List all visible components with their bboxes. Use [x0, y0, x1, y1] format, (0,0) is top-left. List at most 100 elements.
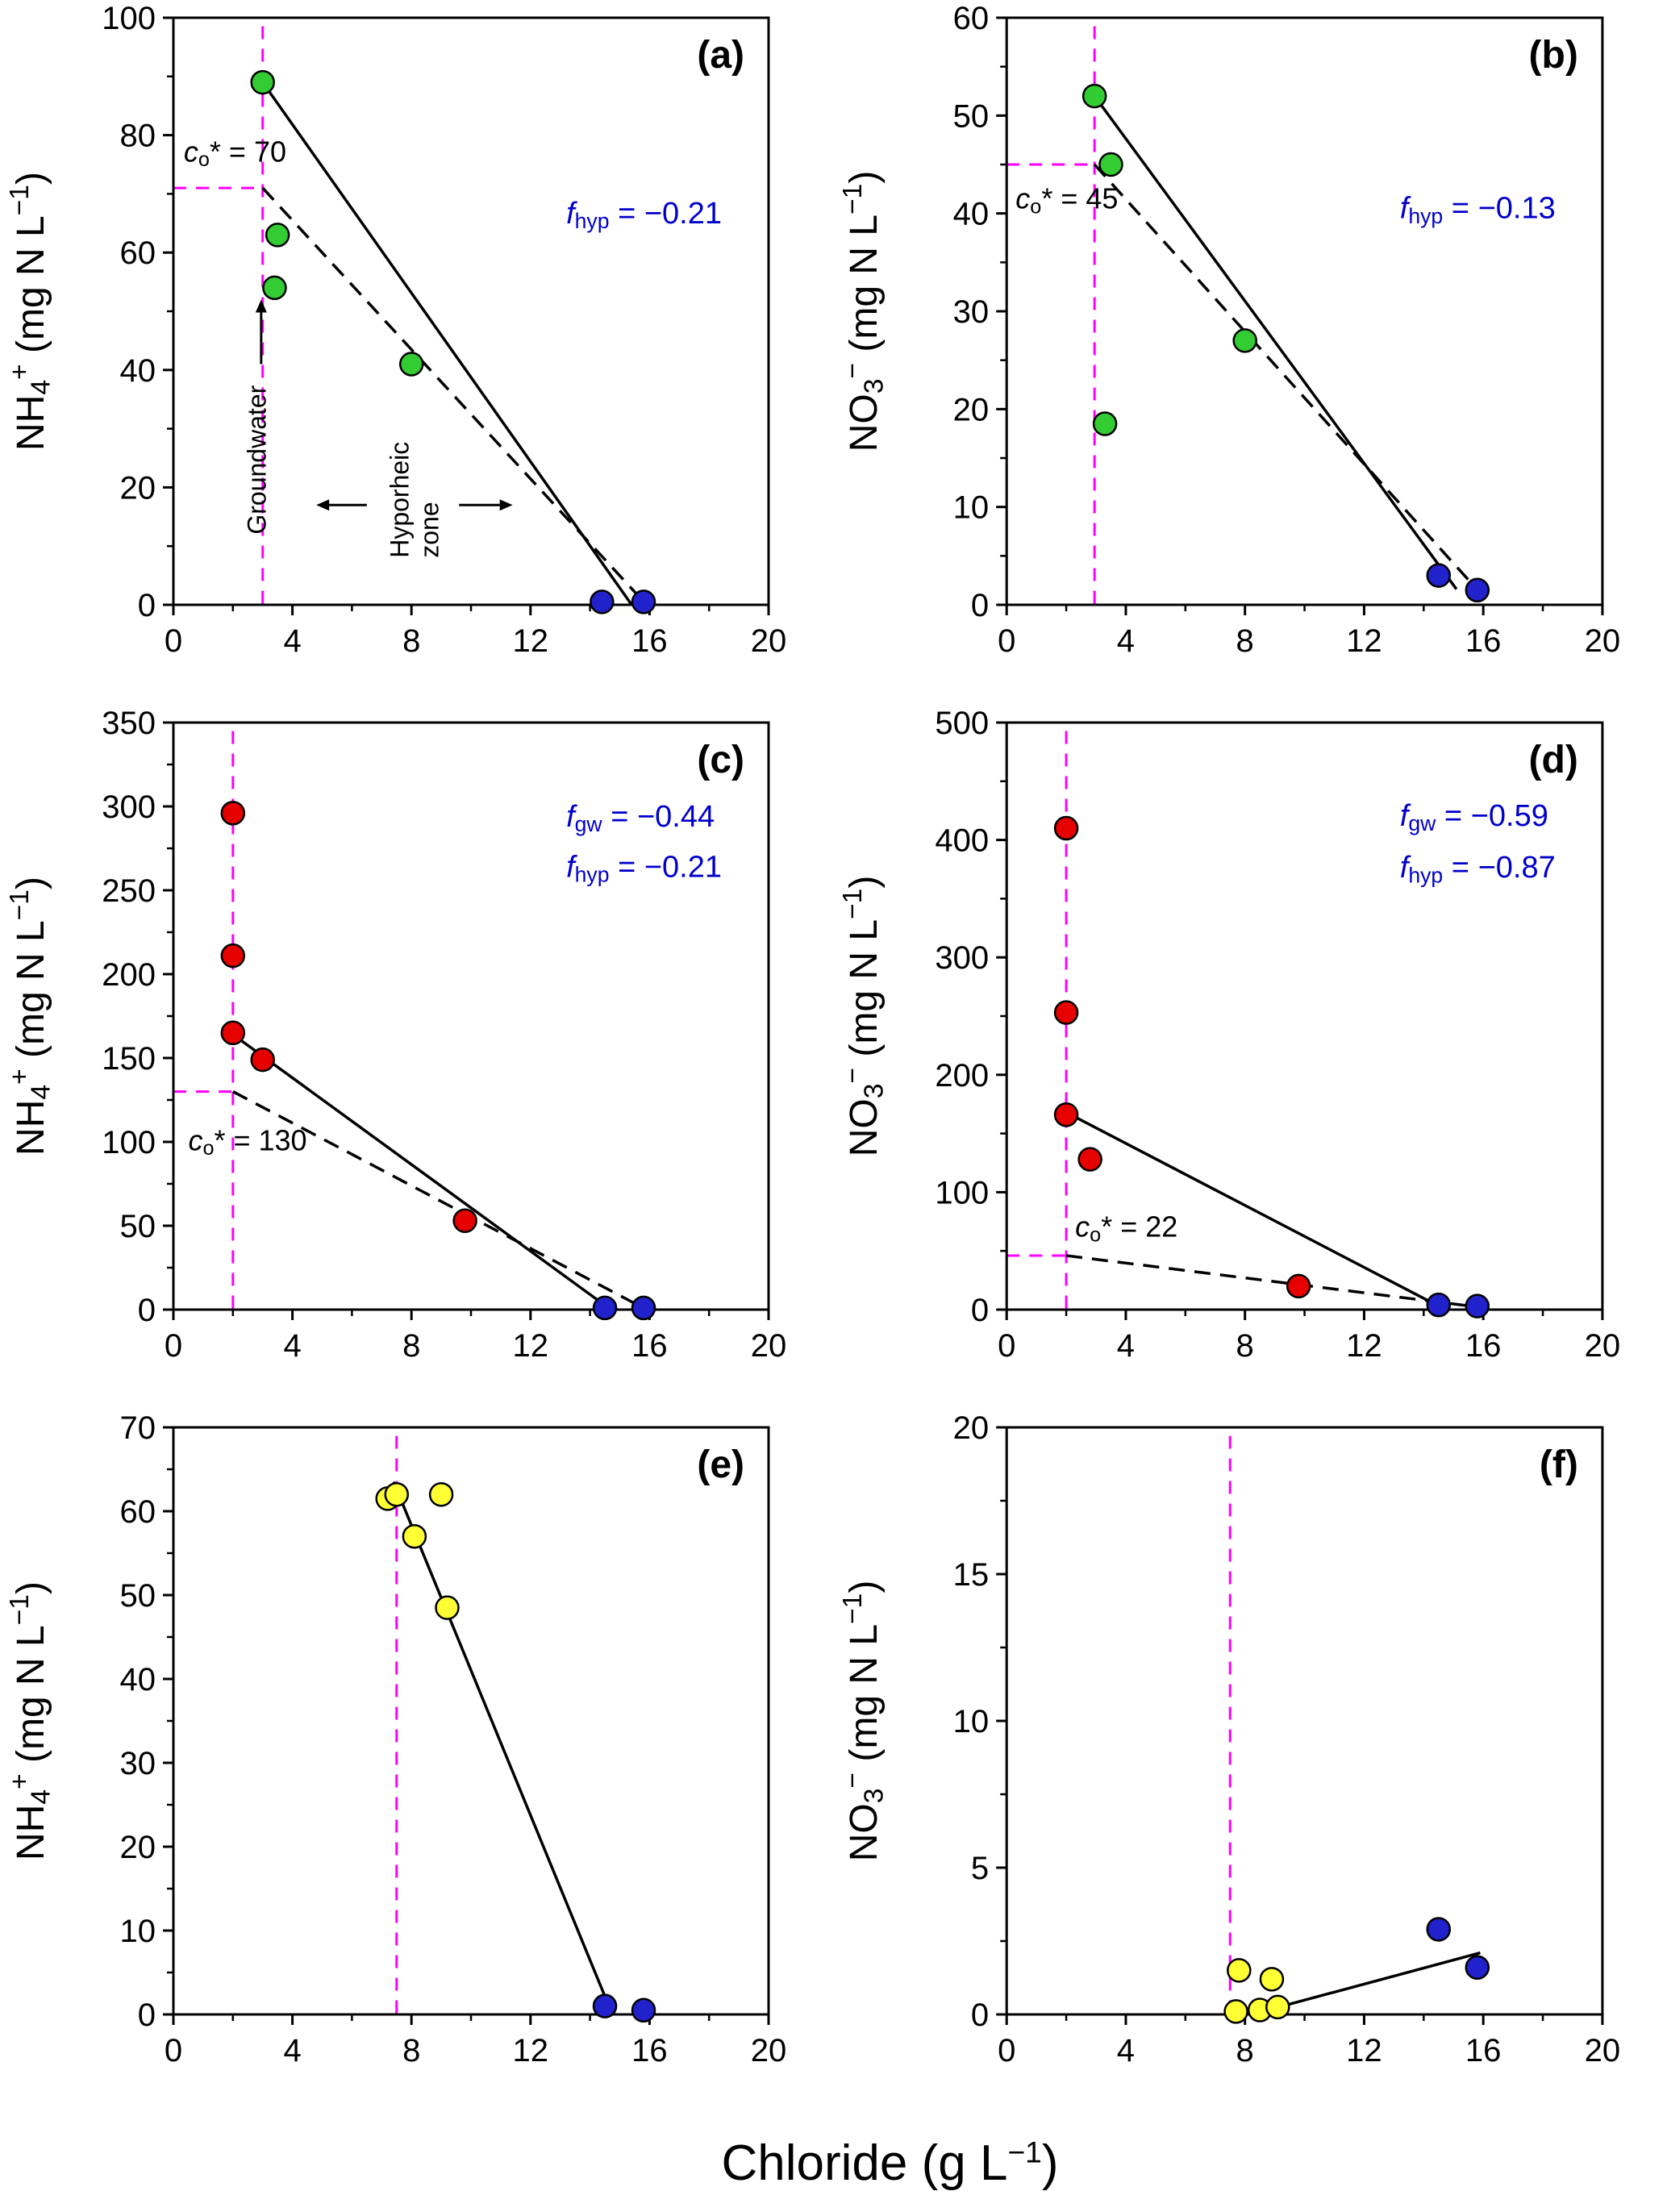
yellow-marker-point: [1223, 1999, 1248, 2024]
yellow-marker-point: [1265, 1994, 1290, 2020]
blue-marker-point: [1426, 1292, 1452, 1318]
y-tick-label: 50: [120, 1209, 156, 1244]
y-tick-label: 0: [138, 1293, 156, 1328]
y-tick-label: 50: [120, 1578, 156, 1614]
x-tick-label: 20: [751, 623, 787, 659]
panel-grid: 0 4 8 12 16 20 0 20 40 60 80 100 co* = 70 fhyp = −0.2…: [5, 1, 1621, 2068]
x-tick-label: 20: [1585, 623, 1621, 659]
x-tick-label: 12: [513, 623, 549, 659]
x-tick-label: 4: [1117, 2033, 1135, 2068]
y-tick-label: 0: [971, 588, 989, 623]
axis-frame: [172, 1426, 770, 2016]
axis-frame: [1005, 1426, 1604, 2016]
blue-marker-point: [1465, 1293, 1490, 1318]
red-marker-point: [250, 1047, 275, 1073]
red-marker-point: [1053, 815, 1079, 841]
red-marker-point: [1053, 1102, 1079, 1127]
panel-letter: (e): [697, 1443, 744, 1486]
y-tick-label: 40: [120, 1662, 156, 1698]
annotation-text: co* = 22: [1075, 1210, 1177, 1247]
annotation-text: fhyp = −0.87: [1400, 851, 1556, 887]
x-tick-label: 8: [402, 2033, 420, 2068]
y-tick-label: 350: [102, 706, 156, 741]
annotation-text: fhyp = −0.21: [566, 197, 722, 233]
blue-marker-point: [1465, 577, 1490, 603]
x-tick-label: 0: [165, 1328, 182, 1364]
blue-marker-point: [592, 1295, 618, 1321]
x-tick-label: 16: [1465, 2033, 1502, 2068]
y-axis-label: NO3− (mg N L−1): [838, 876, 890, 1157]
y-tick-label: 10: [120, 1914, 156, 1949]
solid-mixing-line: [392, 1481, 614, 2015]
blue-marker-point: [631, 1997, 656, 2023]
green-marker-point: [265, 223, 290, 248]
y-tick-label: 0: [971, 1293, 989, 1328]
green-marker-point: [262, 275, 287, 301]
y-tick-label: 20: [953, 392, 990, 427]
panel-letter: (a): [697, 34, 744, 77]
x-tick-label: 12: [513, 1328, 549, 1364]
y-axis-label: NH4+ (mg N L−1): [5, 877, 56, 1156]
x-tick-label: 16: [631, 1328, 668, 1364]
x-tick-label: 16: [631, 623, 668, 659]
y-tick-label: 15: [953, 1557, 990, 1593]
y-tick-label: 400: [935, 823, 989, 859]
x-tick-label: 8: [1236, 2033, 1254, 2068]
y-tick-label: 500: [935, 706, 989, 741]
annotation-text: co* = 130: [188, 1123, 306, 1160]
x-tick-label: 0: [165, 2033, 182, 2068]
x-tick-label: 20: [751, 1328, 787, 1364]
green-marker-point: [398, 352, 424, 377]
yellow-marker-point: [1259, 1967, 1285, 1992]
y-axis-label: NO3− (mg N L−1): [838, 171, 890, 452]
chart-panel-e: 0 4 8 12 16 20 0 10 20 30 40 50 60 70 (e) NH4+ (mg N L−…: [5, 1410, 787, 2068]
x-tick-label: 0: [998, 2033, 1015, 2068]
y-tick-label: 300: [102, 789, 156, 825]
blue-marker-point: [1426, 563, 1452, 588]
x-tick-label: 4: [1117, 1328, 1135, 1364]
yellow-marker-point: [428, 1481, 454, 1507]
blue-marker-point: [1465, 1955, 1490, 1981]
red-marker-point: [220, 1020, 246, 1046]
y-tick-label: 100: [935, 1175, 989, 1210]
x-tick-label: 12: [1346, 1328, 1382, 1364]
x-tick-label: 0: [998, 1328, 1015, 1364]
y-tick-label: 5: [971, 1851, 989, 1886]
y-tick-label: 200: [935, 1058, 989, 1094]
y-tick-label: 60: [953, 1, 990, 36]
y-tick-label: 30: [953, 294, 990, 330]
y-tick-label: 0: [138, 588, 156, 623]
y-tick-label: 100: [102, 1125, 156, 1160]
yellow-marker-point: [435, 1595, 460, 1620]
red-marker-point: [220, 943, 246, 969]
x-tick-label: 8: [1236, 623, 1254, 659]
y-tick-label: 250: [102, 873, 156, 909]
annotation-text: fhyp = −0.13: [1400, 192, 1556, 228]
annotation-arrowhead: [499, 499, 513, 511]
green-marker-point: [1092, 411, 1118, 436]
y-tick-label: 0: [138, 1997, 156, 2033]
x-tick-label: 8: [1236, 1328, 1254, 1364]
y-tick-label: 10: [953, 1704, 990, 1739]
x-tick-label: 8: [402, 623, 420, 659]
blue-marker-point: [1426, 1917, 1452, 1942]
y-tick-label: 10: [953, 490, 990, 526]
green-marker-point: [250, 69, 275, 95]
red-marker-point: [1286, 1273, 1311, 1299]
chart-panel-f: 0 4 8 12 16 20 0 5 10 15 20 (f) NO3− (mg N L−1): [838, 1410, 1620, 2068]
red-marker-point: [452, 1208, 477, 1234]
x-tick-label: 4: [283, 623, 301, 659]
green-marker-point: [1232, 328, 1257, 353]
y-tick-label: 100: [102, 1, 156, 36]
annotation-arrowhead: [255, 299, 267, 313]
panel-letter: (b): [1529, 34, 1578, 77]
x-tick-label: 4: [283, 2033, 301, 2068]
y-tick-label: 200: [102, 957, 156, 993]
x-tick-label: 0: [998, 623, 1015, 659]
x-axis-title-text: Chloride (g L−1): [721, 2135, 1059, 2191]
x-tick-label: 20: [751, 2033, 787, 2068]
red-marker-point: [1077, 1147, 1102, 1172]
x-tick-label: 12: [513, 2033, 549, 2068]
panel-letter: (d): [1529, 739, 1578, 781]
